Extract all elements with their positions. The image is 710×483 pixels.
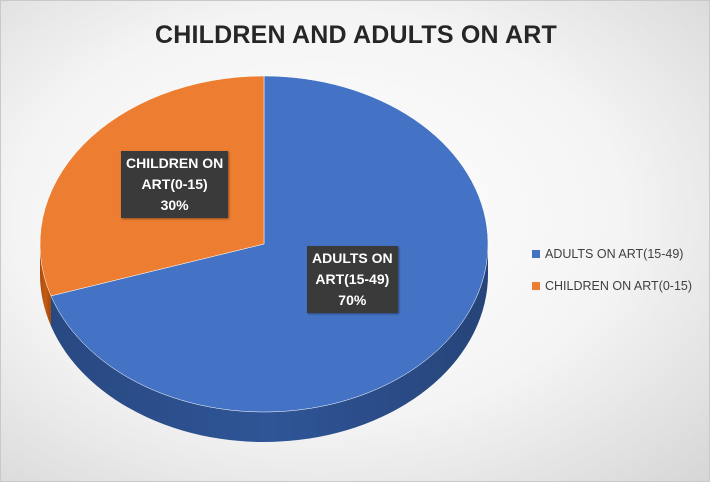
legend: ADULTS ON ART(15-49) CHILDREN ON ART(0-1…: [532, 244, 692, 308]
legend-label-children: CHILDREN ON ART(0-15): [545, 279, 693, 293]
pie-top: [39, 75, 489, 413]
legend-swatch-children: [532, 282, 540, 290]
legend-item-adults: ADULTS ON ART(15-49): [532, 244, 692, 264]
data-label-children: CHILDREN ON ART(0-15) 30%: [121, 151, 229, 218]
data-label-children-text: CHILDREN ON ART(0-15): [126, 155, 224, 192]
legend-label-adults: ADULTS ON ART(15-49): [545, 247, 684, 261]
data-label-children-percent: 30%: [160, 197, 189, 213]
data-label-adults-percent: 70%: [338, 292, 367, 308]
chart-title: CHILDREN AND ADULTS ON ART: [155, 21, 557, 49]
legend-swatch-adults: [532, 250, 540, 258]
legend-item-children: CHILDREN ON ART(0-15): [532, 276, 692, 296]
data-label-adults-text: ADULTS ON ART(15-49): [312, 250, 393, 287]
pie-side: [40, 244, 489, 443]
pie-side-shade-0: [50, 244, 489, 443]
pie-side-shade-1: [40, 244, 51, 326]
data-label-adults: ADULTS ON ART(15-49) 70%: [307, 246, 398, 313]
pie-slice-0: [50, 75, 489, 413]
